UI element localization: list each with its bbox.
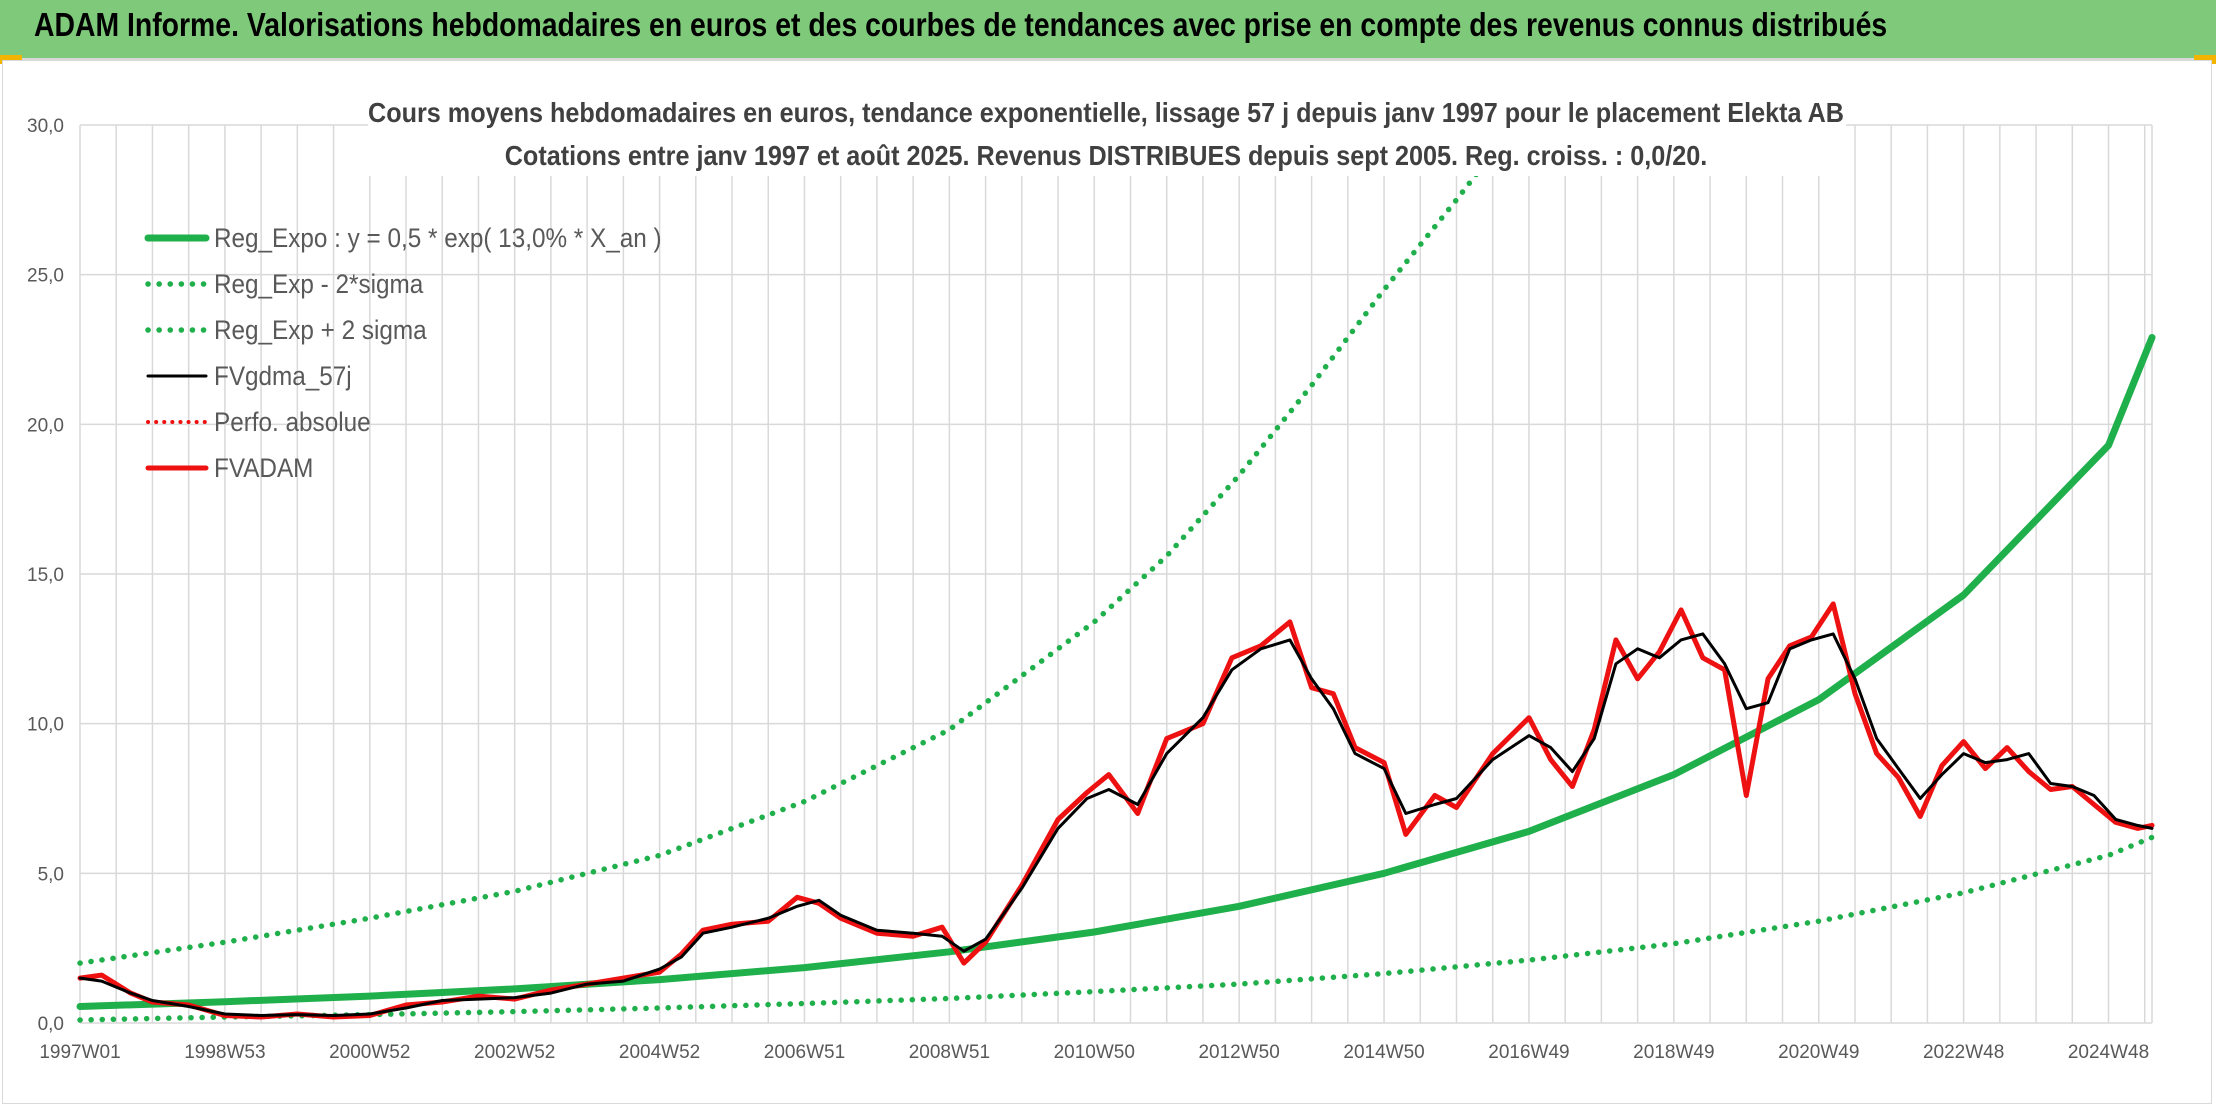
- series-line-5: [77, 601, 2155, 1020]
- y-tick-label: 5,0: [38, 864, 64, 885]
- y-tick-label: 15,0: [27, 565, 64, 586]
- x-tick-label: 2022W48: [1923, 1042, 2004, 1063]
- report-title: ADAM Informe. Valorisations hebdomadaire…: [34, 6, 1888, 43]
- y-tick-label: 10,0: [27, 715, 64, 736]
- chart-title-background: [368, 92, 1846, 176]
- y-tick-label: 25,0: [27, 266, 64, 287]
- grid: [79, 124, 2153, 1024]
- y-axis-tick-labels: 0,0 5,0 10,0 15,0 20,0 25,0 30,0: [27, 116, 64, 1035]
- series-line-2: [77, 122, 1518, 966]
- y-tick-label: 30,0: [27, 116, 64, 137]
- x-tick-label: 1997W01: [39, 1042, 120, 1063]
- x-tick-label: 2002W52: [474, 1042, 555, 1063]
- x-tick-label: 2004W52: [619, 1042, 700, 1063]
- x-tick-label: 2020W49: [1778, 1042, 1859, 1063]
- x-tick-label: 2016W49: [1488, 1042, 1569, 1063]
- legend: Reg_Expo : y = 0,5 * exp( 13,0% * X_an )…: [144, 224, 662, 483]
- legend-label: FVADAM: [214, 454, 313, 483]
- series-line-3: [78, 632, 2154, 1017]
- series-lines: [76, 122, 2156, 1023]
- x-tick-label: 2014W50: [1343, 1042, 1424, 1063]
- x-tick-label: 2024W48: [2068, 1042, 2149, 1063]
- x-tick-label: 2012W50: [1198, 1042, 1279, 1063]
- banner-corner-right: [2194, 55, 2216, 64]
- legend-label: FVgdma_57j: [214, 362, 352, 391]
- series-line-0: [76, 334, 2156, 1010]
- x-axis-tick-labels: 1997W01 1998W53 2000W52 2002W52 2004W52 2006W…: [39, 1042, 2149, 1063]
- y-tick-label: 20,0: [27, 415, 64, 436]
- y-tick-label: 0,0: [38, 1014, 64, 1035]
- legend-label: Perfo. absolue: [214, 408, 371, 437]
- legend-label: Reg_Exp + 2 sigma: [214, 316, 427, 345]
- x-tick-label: 1998W53: [184, 1042, 265, 1063]
- x-tick-label: 2006W51: [764, 1042, 845, 1063]
- chart-subtitle: Cotations entre janv 1997 et août 2025. …: [505, 140, 1708, 172]
- x-tick-label: 2008W51: [909, 1042, 990, 1063]
- x-tick-label: 2000W52: [329, 1042, 410, 1063]
- legend-label: Reg_Exp - 2*sigma: [214, 270, 424, 299]
- legend-label: Reg_Expo : y = 0,5 * exp( 13,0% * X_an ): [214, 224, 662, 253]
- banner-corner-left: [0, 55, 22, 64]
- x-tick-label: 2018W49: [1633, 1042, 1714, 1063]
- series-line-1: [77, 834, 2155, 1023]
- x-tick-label: 2010W50: [1054, 1042, 1135, 1063]
- report-banner: ADAM Informe. Valorisations hebdomadaire…: [0, 0, 2216, 60]
- chart-title: Cours moyens hebdomadaires en euros, ten…: [368, 97, 1844, 129]
